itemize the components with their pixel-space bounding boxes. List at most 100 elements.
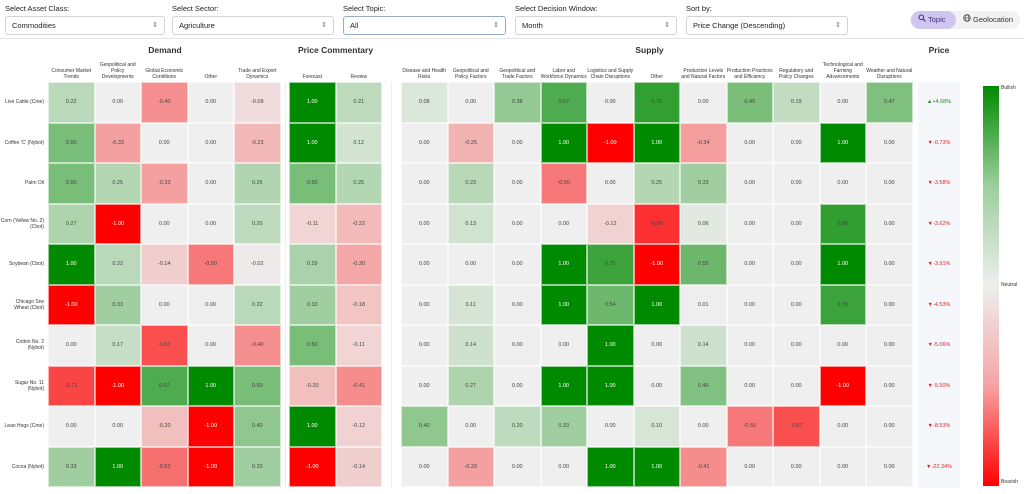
heatmap-cell[interactable]: -0.25 xyxy=(447,122,494,163)
heatmap-cell[interactable]: -0.50 xyxy=(726,406,773,447)
heatmap-cell[interactable]: 0.46 xyxy=(680,365,727,406)
heatmap-cell[interactable]: 0.00 xyxy=(494,325,541,366)
heatmap-cell[interactable]: 0.00 xyxy=(726,163,773,204)
heatmap-cell[interactable]: 0.12 xyxy=(335,122,382,163)
heatmap-cell[interactable]: -0.22 xyxy=(335,203,382,244)
asset-class-select[interactable]: Commodities ⇕ xyxy=(5,16,165,35)
heatmap-cell[interactable]: 0.00 xyxy=(494,284,541,325)
heatmap-cell[interactable]: -1.00 xyxy=(48,284,95,325)
heatmap-cell[interactable]: 0.00 xyxy=(587,406,634,447)
heatmap-cell[interactable]: 0.00 xyxy=(866,446,913,487)
heatmap-cell[interactable]: 1.00 xyxy=(48,244,95,285)
heatmap-cell[interactable]: 0.00 xyxy=(587,163,634,204)
heatmap-cell[interactable]: -0.20 xyxy=(141,406,188,447)
heatmap-cell[interactable]: 0.00 xyxy=(494,446,541,487)
heatmap-cell[interactable]: 0.06 xyxy=(680,203,727,244)
heatmap-cell[interactable]: 0.22 xyxy=(48,82,95,123)
heatmap-cell[interactable]: 0.00 xyxy=(48,406,95,447)
heatmap-cell[interactable]: -0.40 xyxy=(141,82,188,123)
heatmap-cell[interactable]: 1.00 xyxy=(540,122,587,163)
heatmap-cell[interactable]: 0.13 xyxy=(447,203,494,244)
heatmap-cell[interactable]: 0.00 xyxy=(401,244,448,285)
heatmap-cell[interactable]: 0.00 xyxy=(633,325,680,366)
heatmap-cell[interactable]: 0.50 xyxy=(234,365,281,406)
heatmap-cell[interactable]: 0.00 xyxy=(726,284,773,325)
heatmap-cell[interactable]: 0.49 xyxy=(726,82,773,123)
heatmap-cell[interactable]: 0.00 xyxy=(726,325,773,366)
heatmap-cell[interactable]: 0.00 xyxy=(819,163,866,204)
heatmap-cell[interactable]: 0.00 xyxy=(401,325,448,366)
heatmap-cell[interactable]: 0.75 xyxy=(819,284,866,325)
heatmap-cell[interactable]: 0.33 xyxy=(289,284,336,325)
heatmap-cell[interactable]: 0.40 xyxy=(401,406,448,447)
heatmap-cell[interactable]: 0.00 xyxy=(773,325,820,366)
heatmap-cell[interactable]: 0.00 xyxy=(773,244,820,285)
heatmap-cell[interactable]: 1.00 xyxy=(187,365,234,406)
heatmap-cell[interactable]: 0.33 xyxy=(48,446,95,487)
heatmap-cell[interactable]: 0.00 xyxy=(187,203,234,244)
heatmap-cell[interactable]: -0.40 xyxy=(234,325,281,366)
heatmap-cell[interactable]: 0.00 xyxy=(866,244,913,285)
heatmap-cell[interactable]: 0.01 xyxy=(680,284,727,325)
heatmap-cell[interactable]: 0.00 xyxy=(141,203,188,244)
heatmap-cell[interactable]: 0.00 xyxy=(866,163,913,204)
heatmap-cell[interactable]: 1.00 xyxy=(587,325,634,366)
heatmap-cell[interactable]: -0.67 xyxy=(773,406,820,447)
heatmap-cell[interactable]: 0.00 xyxy=(866,365,913,406)
heatmap-cell[interactable]: -0.14 xyxy=(335,446,382,487)
heatmap-cell[interactable]: -0.14 xyxy=(141,244,188,285)
heatmap-cell[interactable]: 0.00 xyxy=(494,203,541,244)
heatmap-cell[interactable]: 0.17 xyxy=(94,325,141,366)
heatmap-cell[interactable]: -0.12 xyxy=(587,203,634,244)
heatmap-cell[interactable]: 0.00 xyxy=(94,406,141,447)
heatmap-cell[interactable]: 0.00 xyxy=(819,82,866,123)
sort-select[interactable]: Price Change (Descending) ⇕ xyxy=(686,16,848,35)
sector-select[interactable]: Agriculture ⇕ xyxy=(172,16,334,35)
heatmap-cell[interactable]: 1.00 xyxy=(819,122,866,163)
heatmap-cell[interactable]: 0.00 xyxy=(866,203,913,244)
heatmap-cell[interactable]: 0.00 xyxy=(773,365,820,406)
heatmap-cell[interactable]: 0.00 xyxy=(819,406,866,447)
heatmap-cell[interactable]: 0.00 xyxy=(587,82,634,123)
heatmap-cell[interactable]: -0.11 xyxy=(335,325,382,366)
heatmap-cell[interactable]: -0.33 xyxy=(447,446,494,487)
heatmap-cell[interactable]: 0.00 xyxy=(187,284,234,325)
heatmap-cell[interactable]: 1.00 xyxy=(819,244,866,285)
heatmap-cell[interactable]: 0.55 xyxy=(680,244,727,285)
heatmap-cell[interactable]: 0.33 xyxy=(94,284,141,325)
heatmap-cell[interactable]: 0.00 xyxy=(447,82,494,123)
heatmap-cell[interactable]: 0.00 xyxy=(94,82,141,123)
heatmap-cell[interactable]: 0.00 xyxy=(866,122,913,163)
heatmap-cell[interactable]: -0.18 xyxy=(335,284,382,325)
topic-toggle-button[interactable]: Topic xyxy=(911,11,956,29)
heatmap-cell[interactable]: -0.41 xyxy=(680,446,727,487)
heatmap-cell[interactable]: 0.00 xyxy=(866,284,913,325)
heatmap-cell[interactable]: 0.00 xyxy=(540,446,587,487)
heatmap-cell[interactable]: -1.00 xyxy=(633,244,680,285)
heatmap-cell[interactable]: 0.00 xyxy=(447,244,494,285)
heatmap-cell[interactable]: 0.21 xyxy=(335,82,382,123)
heatmap-cell[interactable]: 0.00 xyxy=(494,244,541,285)
heatmap-cell[interactable]: 0.08 xyxy=(401,82,448,123)
heatmap-cell[interactable]: -1.00 xyxy=(819,365,866,406)
heatmap-cell[interactable]: 0.25 xyxy=(94,163,141,204)
heatmap-cell[interactable]: 0.00 xyxy=(401,203,448,244)
heatmap-cell[interactable]: 0.00 xyxy=(401,446,448,487)
heatmap-cell[interactable]: 0.00 xyxy=(633,365,680,406)
heatmap-cell[interactable]: 0.20 xyxy=(494,406,541,447)
heatmap-cell[interactable]: 0.40 xyxy=(234,406,281,447)
heatmap-cell[interactable]: 0.00 xyxy=(494,365,541,406)
heatmap-cell[interactable]: 0.33 xyxy=(234,446,281,487)
heatmap-cell[interactable]: 0.00 xyxy=(866,325,913,366)
heatmap-cell[interactable]: 1.00 xyxy=(540,365,587,406)
heatmap-cell[interactable]: -0.50 xyxy=(540,163,587,204)
heatmap-cell[interactable]: -0.33 xyxy=(141,163,188,204)
heatmap-cell[interactable]: -1.00 xyxy=(289,446,336,487)
heatmap-cell[interactable]: 0.00 xyxy=(494,163,541,204)
heatmap-cell[interactable]: 0.00 xyxy=(726,365,773,406)
heatmap-cell[interactable]: 0.00 xyxy=(187,163,234,204)
heatmap-cell[interactable]: 0.00 xyxy=(866,406,913,447)
heatmap-cell[interactable]: 1.00 xyxy=(633,446,680,487)
heatmap-cell[interactable]: 1.00 xyxy=(94,446,141,487)
heatmap-cell[interactable]: 0.00 xyxy=(819,325,866,366)
